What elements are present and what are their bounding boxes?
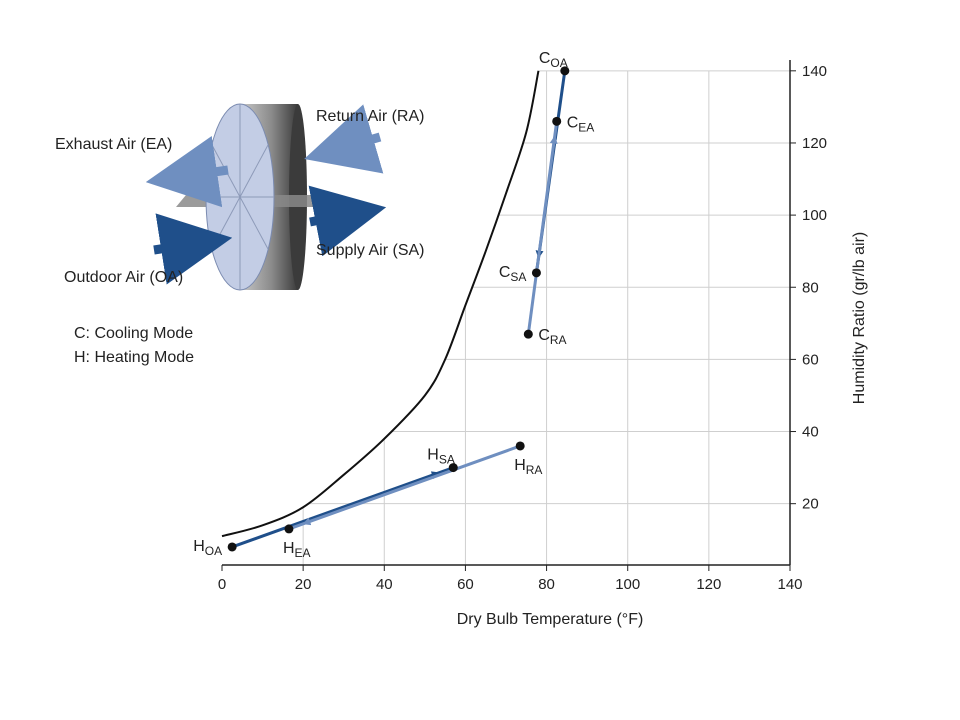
point-c-ea — [552, 116, 562, 126]
point-label-h-ea: HEA — [283, 540, 311, 560]
saturation-curve — [221, 70, 540, 538]
point-label-c-oa: COA — [539, 50, 568, 70]
y-tick-label: 80 — [802, 279, 819, 296]
y-tick-label: 40 — [802, 424, 819, 441]
return-air-label: Return Air (RA) — [316, 108, 424, 125]
x-tick-label: 0 — [218, 576, 226, 593]
mode-legend: C: Cooling Mode H: Heating Mode — [74, 325, 194, 366]
process-line-h_oa-to-h_sa — [231, 466, 454, 549]
y-tick-label: 140 — [802, 63, 827, 80]
x-tick-label: 40 — [376, 576, 393, 593]
x-axis-title: Dry Bulb Temperature (°F) — [457, 611, 644, 628]
heat-wheel-diagram: Return Air (RA) Exhaust Air (EA) Supply … — [55, 103, 424, 291]
exhaust-air-arrow — [145, 136, 229, 208]
process-lines — [231, 70, 567, 549]
x-tick-label: 20 — [295, 576, 312, 593]
point-h-ra — [515, 441, 525, 451]
point-h-sa — [448, 463, 458, 473]
point-label-c-ra: CRA — [538, 327, 566, 347]
point-c-oa — [560, 66, 570, 76]
exhaust-air-label: Exhaust Air (EA) — [55, 136, 172, 153]
legend-cooling: C: Cooling Mode — [74, 325, 193, 342]
y-axis-title: Humidity Ratio (gr/lb air) — [851, 232, 868, 404]
chart-grid — [302, 70, 790, 565]
state-points: COA CEA CSA CRA HOA HEA HSA HRA — [193, 50, 594, 560]
point-label-c-sa: CSA — [499, 264, 527, 284]
point-h-ea — [284, 524, 294, 534]
return-air-arrow — [304, 104, 384, 174]
supply-air-label: Supply Air (SA) — [316, 242, 424, 259]
legend-heating: H: Heating Mode — [74, 349, 194, 366]
x-tick-label: 60 — [457, 576, 474, 593]
x-tick-label: 120 — [696, 576, 721, 593]
point-h-oa — [227, 542, 237, 552]
point-c-ra — [523, 329, 533, 339]
point-c-sa — [531, 268, 541, 278]
chart-axes: 0 20 40 60 80 100 120 140 20 40 60 80 100 120 140 — [218, 60, 827, 593]
outdoor-air-label: Outdoor Air (OA) — [64, 269, 183, 286]
supply-air-arrow — [308, 185, 387, 257]
x-tick-label: 140 — [777, 576, 802, 593]
x-tick-label: 80 — [538, 576, 555, 593]
y-tick-label: 100 — [802, 207, 827, 224]
point-label-h-sa: HSA — [427, 447, 455, 467]
point-label-h-ra: HRA — [514, 457, 542, 477]
y-tick-label: 60 — [802, 351, 819, 368]
outdoor-air-arrow — [153, 213, 233, 285]
point-label-h-oa: HOA — [193, 538, 222, 558]
point-label-c-ea: CEA — [567, 114, 595, 134]
y-tick-label: 20 — [802, 496, 819, 513]
process-line-h_ra-to-h_ea — [288, 444, 521, 531]
x-tick-label: 100 — [615, 576, 640, 593]
process-line-c_ra-to-c_ea — [526, 121, 559, 335]
y-tick-label: 120 — [802, 135, 827, 152]
